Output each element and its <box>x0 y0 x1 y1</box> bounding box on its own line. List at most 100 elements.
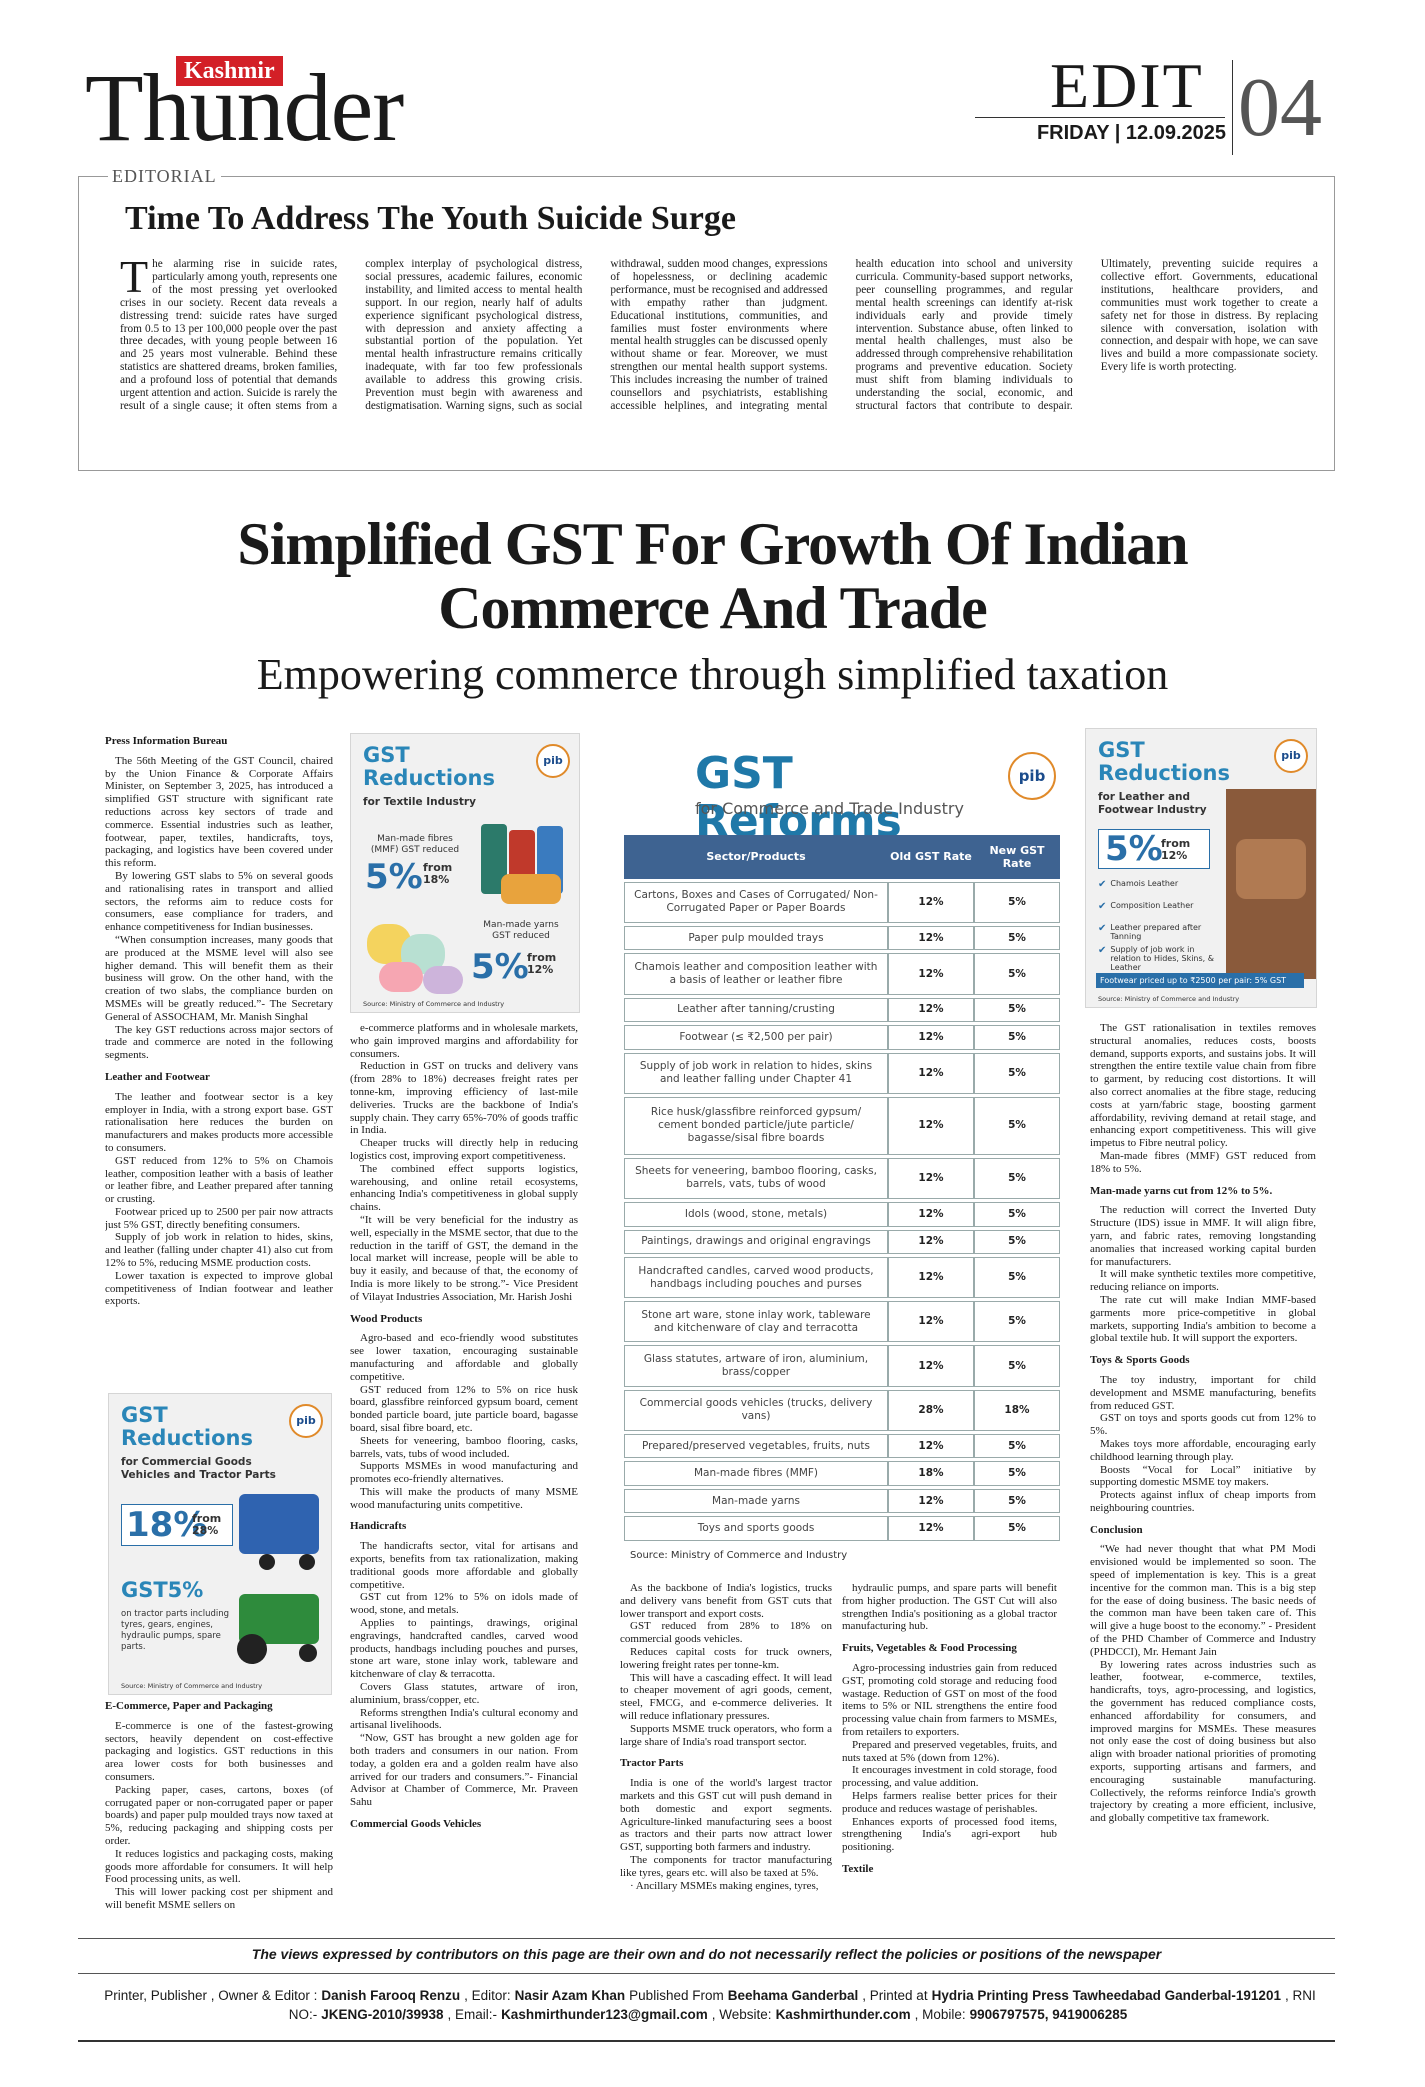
paragraph: Lower taxation is expected to improve gl… <box>105 1269 333 1308</box>
item: Man-made yarns GST reduced <box>483 920 559 941</box>
paragraph: Supports MSME truck operators, who form … <box>620 1722 832 1748</box>
rate-cell: 12% <box>888 953 974 995</box>
section-heading: Press Information Bureau <box>105 735 228 747</box>
table-row: Rice husk/glassfibre reinforced gypsum/ … <box>624 1096 1060 1155</box>
article-column: hydraulic pumps, and spare parts will be… <box>842 1582 1057 1918</box>
section-heading: E-Commerce, Paper and Packaging <box>105 1700 273 1712</box>
paragraph: Makes toys more affordable, encouraging … <box>1090 1437 1316 1463</box>
rate-cell: 5% <box>974 1025 1060 1050</box>
graphic-subtitle: for Leather and Footwear Industry <box>1098 791 1207 816</box>
rate-cell: 5% <box>974 881 1060 924</box>
paragraph: India is one of the world's largest trac… <box>620 1777 832 1854</box>
footer-rule-bottom <box>78 2040 1335 2042</box>
table-row: Stone art ware, stone inlay work, tablew… <box>624 1301 1060 1343</box>
item: Man-made fibres (MMF) GST reduced <box>370 834 460 855</box>
sector-cell: Glass statutes, artware of iron, alumini… <box>624 1345 888 1387</box>
rate: 5% <box>1105 829 1163 869</box>
pib-logo: pib <box>536 744 570 778</box>
section-heading: Commercial Goods Vehicles <box>350 1818 482 1831</box>
paragraph: By lowering rates across industries such… <box>1090 1658 1316 1825</box>
rate: 5% <box>365 857 423 897</box>
sector-cell: Prepared/preserved vegetables, fruits, n… <box>624 1433 888 1459</box>
graphic-source: Source: Ministry of Commerce and Industr… <box>121 1682 263 1690</box>
editorial-box-top <box>78 176 1335 177</box>
paragraph: Covers Glass statutes, artware of iron, … <box>350 1681 578 1706</box>
paragraph: It reduces logistics and packaging costs… <box>105 1847 333 1886</box>
list-text: Composition Leather <box>1110 901 1194 910</box>
rate-box: 18% from 28% <box>121 1504 233 1546</box>
table-row: Paintings, drawings and original engravi… <box>624 1229 1060 1254</box>
check-icon: ✔ <box>1098 879 1107 890</box>
paragraph: GST cut from 12% to 5% on idols made of … <box>350 1591 578 1617</box>
rate-cell: 18% <box>888 1461 974 1486</box>
graphic-title: GST Reductions <box>121 1403 253 1450</box>
page-number-divider <box>1232 60 1233 155</box>
note: on tractor parts including tyres, gears,… <box>121 1609 230 1652</box>
rate-cell: 12% <box>888 1202 974 1227</box>
editorial-box-bottom <box>78 470 1335 471</box>
article-column: Press Information Bureau The 56th Meeting… <box>105 735 333 1387</box>
section-heading: Textile <box>842 1862 874 1875</box>
sector-cell: Leather after tanning/crusting <box>624 997 888 1023</box>
rate-from: from 18% <box>423 861 453 886</box>
article-column: The GST rationalisation in textiles remo… <box>1090 1022 1316 1918</box>
sector-cell: Toys and sports goods <box>624 1516 888 1541</box>
paragraph: “We had never thought that what PM Modi … <box>1090 1543 1316 1658</box>
decoration <box>423 966 463 994</box>
rate-cell: 5% <box>974 1202 1060 1227</box>
paragraph: Protects against influx of cheap imports… <box>1090 1489 1316 1514</box>
rate-cell: 5% <box>974 953 1060 995</box>
paragraph: “When consumption increases, many goods … <box>105 933 333 1023</box>
table-row: Handcrafted candles, carved wood product… <box>624 1256 1060 1299</box>
rate-cell: 12% <box>888 1516 974 1541</box>
pib-logo: pib <box>1274 739 1308 773</box>
rate-cell: 5% <box>974 1488 1060 1514</box>
edit-underline <box>975 117 1225 118</box>
imprint: Printer, Publisher , Owner & Editor : Dan… <box>90 1986 1330 2024</box>
imprint-value: Kashmirthunder.com <box>775 2007 911 2022</box>
paragraph: The rate cut will make Indian MMF-based … <box>1090 1293 1316 1345</box>
table-row: Footwear (≤ ₹2,500 per pair) 12% 5% <box>624 1025 1060 1050</box>
imprint-label: Published From <box>629 1988 724 2003</box>
section-heading: Handicrafts <box>350 1520 407 1533</box>
rate-cell: 12% <box>888 881 974 924</box>
sector-cell: Supply of job work in relation to hides,… <box>624 1052 888 1094</box>
list-item: ✔ Supply of job work in relation to Hides… <box>1098 945 1226 972</box>
paragraph: Man-made fibres (MMF) GST reduced from 1… <box>1090 1149 1316 1175</box>
imprint-label: , Website: <box>711 2007 772 2022</box>
table-row: Man-made yarns 12% 5% <box>624 1488 1060 1514</box>
paragraph: hydraulic pumps, and spare parts will be… <box>842 1582 1057 1633</box>
rate-cell: 5% <box>974 1052 1060 1094</box>
table-header: Sector/Products Old GST Rate New GST Rate <box>624 835 1060 879</box>
sector-cell: Commercial goods vehicles (trucks, deliv… <box>624 1389 888 1431</box>
rate-cell: 5% <box>974 1516 1060 1541</box>
paragraph: The 56th Meeting of the GST Council, cha… <box>105 754 333 870</box>
imprint-label: , Editor: <box>464 1988 511 2003</box>
rate-cell: 5% <box>974 1301 1060 1343</box>
rate-cell: 12% <box>888 1096 974 1155</box>
paragraph: Applies to paintings, drawings, original… <box>350 1617 578 1681</box>
sector-cell: Handcrafted candles, carved wood product… <box>624 1256 888 1299</box>
page-number: 04 <box>1238 61 1322 154</box>
imprint-value: Kashmirthunder123@gmail.com <box>501 2007 708 2022</box>
editorial-title: Time To Address The Youth Suicide Surge <box>125 200 736 237</box>
rate-cell: 5% <box>974 1345 1060 1387</box>
gst-table: Sector/Products Old GST Rate New GST Rate C… <box>624 832 1060 1544</box>
footer-rule-mid <box>78 1973 1335 1974</box>
paragraph: The combined effect supports logistics, … <box>350 1162 578 1214</box>
paragraph: Prepared and preserved vegetables, fruit… <box>842 1738 1057 1764</box>
sector-cell: Sheets for veneering, bamboo flooring, c… <box>624 1157 888 1200</box>
check-icon: ✔ <box>1098 901 1107 912</box>
decoration <box>237 1634 267 1664</box>
paragraph: Supports MSMEs in wood manufacturing and… <box>350 1460 578 1486</box>
rate-cell: 12% <box>888 1256 974 1299</box>
section-heading: Leather and Footwear <box>105 1070 210 1083</box>
paragraph: GST reduced from 28% to 18% on commercia… <box>620 1620 832 1646</box>
column-header: Old GST Rate <box>888 835 974 879</box>
paragraph: Helps farmers realise better prices for … <box>842 1789 1057 1815</box>
paragraph: Boosts “Vocal for Local” initiative by s… <box>1090 1463 1316 1489</box>
paragraph: GST reduced from 12% to 5% on rice husk … <box>350 1383 578 1434</box>
sector-cell: Idols (wood, stone, metals) <box>624 1202 888 1227</box>
paragraph: Enhances exports of processed food items… <box>842 1815 1057 1854</box>
